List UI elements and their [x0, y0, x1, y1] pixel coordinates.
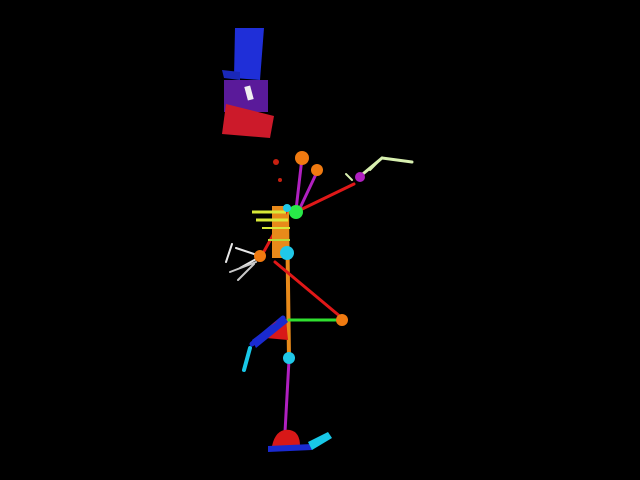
left-foot-plate	[252, 316, 288, 348]
head-block-mid	[224, 80, 268, 112]
joint-head-left	[311, 164, 323, 176]
joint-head-right	[295, 151, 309, 165]
joint-neck	[289, 205, 303, 219]
joint-chest	[280, 246, 294, 260]
joint-left-wrist	[254, 250, 266, 262]
right-toe	[308, 432, 332, 450]
head-block-group	[222, 28, 274, 138]
joint-hip	[336, 314, 348, 326]
bone-neck-left	[298, 170, 319, 210]
bone-foot-left-cyan	[242, 346, 252, 372]
torso	[252, 206, 290, 258]
bone-pelvis-thigh	[273, 260, 344, 320]
bone-spine	[285, 210, 291, 360]
head-block-top-shadow	[222, 70, 240, 80]
right-thumb	[345, 173, 353, 181]
right-finger-2	[369, 157, 383, 171]
right-heel	[272, 429, 300, 446]
joint-ear-small	[273, 159, 279, 165]
joint-ear-small-2	[278, 178, 282, 182]
left-finger-5	[225, 243, 233, 263]
joint-right-wrist	[355, 172, 365, 182]
feet	[252, 316, 332, 452]
bone-lower-leg	[283, 358, 291, 434]
left-finger-3	[229, 261, 257, 273]
joint-knee	[283, 352, 295, 364]
head-block-marker	[244, 85, 254, 101]
left-finger-4	[237, 263, 255, 281]
head-block-bottom	[222, 104, 274, 138]
head-block-top	[234, 28, 264, 80]
right-foot-plate	[268, 444, 312, 452]
bone-neck-right	[294, 156, 304, 212]
bone-upper-arm-right	[294, 182, 356, 214]
joints	[254, 151, 365, 364]
right-finger-1	[380, 156, 414, 164]
joint-shoulder	[283, 204, 291, 212]
